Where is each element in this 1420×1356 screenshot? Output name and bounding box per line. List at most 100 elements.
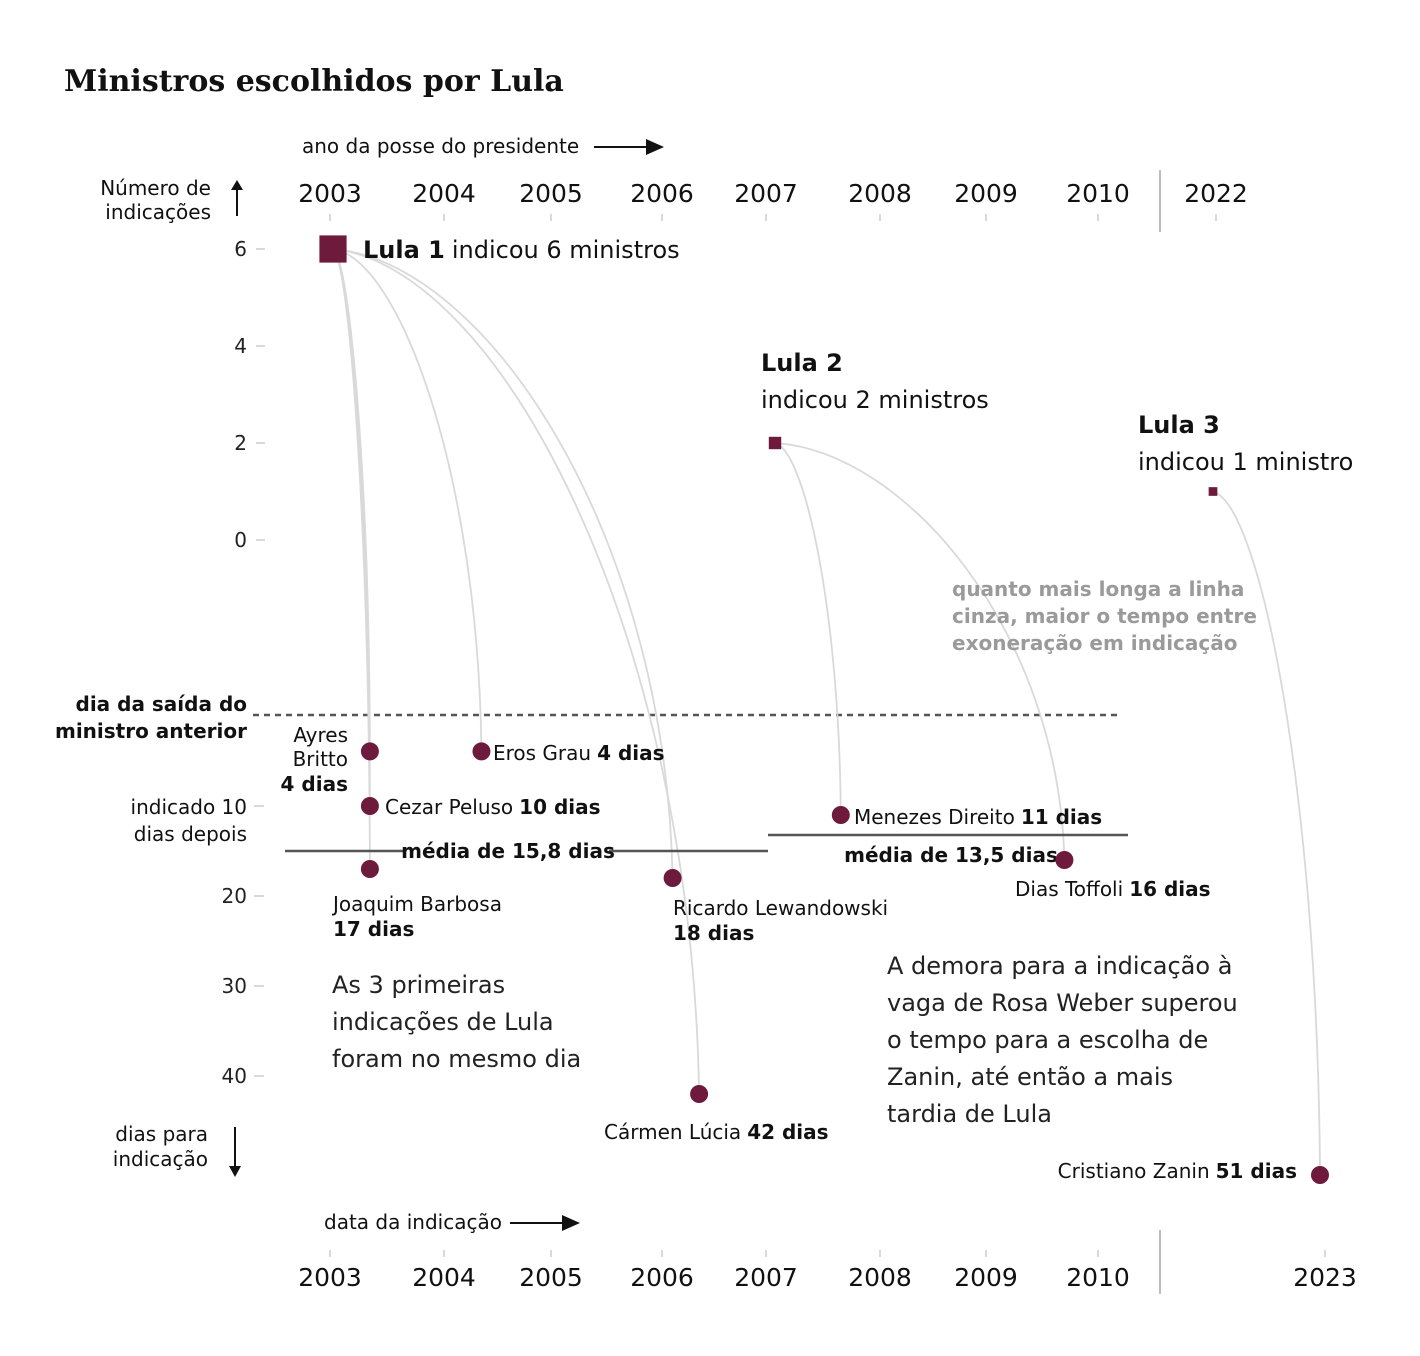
term-lula3-name: Lula 3 <box>1138 411 1220 439</box>
lower-tick-label-30: 30 <box>222 974 247 998</box>
presidency-marker-lula-1 <box>319 235 347 263</box>
lewandowski-name: Ricardo Lewandowski <box>673 896 888 920</box>
top-year-label-2009: 2009 <box>954 179 1018 208</box>
dot-menezes-direito <box>831 806 850 824</box>
upper-tick-label-4: 4 <box>234 334 247 358</box>
term-lula3-text: indicou 1 ministro <box>1138 448 1353 476</box>
term-lula2-text: indicou 2 ministros <box>761 386 989 414</box>
lower-axis-arrow-head <box>229 1166 241 1177</box>
lula1-note-3: foram no mesmo dia <box>332 1045 581 1073</box>
barbosa-name: Joaquim Barbosa <box>331 892 502 916</box>
connector-ricardo-lewandowski <box>332 248 674 879</box>
top-axis-years: 2003 2004 2005 2006 2007 2008 2009 2010 2022 <box>298 179 1248 221</box>
grey-note-2: cinza, maior o tempo entre <box>952 604 1257 628</box>
presidency-marker-lula-3 <box>1208 487 1218 496</box>
zanin-days: 51 dias <box>1216 1159 1297 1183</box>
connector-ayres-britto <box>332 248 371 752</box>
zanin-note-5: tardia de Lula <box>887 1100 1052 1128</box>
grey-note-3: exoneração em indicação <box>952 631 1238 655</box>
lower-axis-ticks: 20 30 40 <box>222 884 264 1088</box>
dot-ayres-britto <box>360 742 379 761</box>
bottom-year-label-2009: 2009 <box>954 1263 1018 1292</box>
bottom-year-label-2003: 2003 <box>298 1263 362 1292</box>
carmen-name: Cármen Lúcia <box>604 1120 741 1144</box>
zanin-note-3: o tempo para a escolha de <box>887 1026 1208 1054</box>
eros-name: Eros Grau <box>493 741 591 765</box>
carmen-days: 42 dias <box>747 1120 828 1144</box>
dot-eros-grau <box>472 742 491 761</box>
top-year-label-2003: 2003 <box>298 179 362 208</box>
tick-10-label-1: indicado 10 <box>131 795 247 819</box>
zanin-name: Cristiano Zanin <box>1058 1159 1210 1183</box>
top-year-label-2007: 2007 <box>734 179 798 208</box>
bottom-year-label-2023: 2023 <box>1293 1263 1357 1292</box>
lula1-note-1: As 3 primeiras <box>332 971 505 999</box>
connector-carmen-lucia <box>332 248 700 1095</box>
upper-tick-label-0: 0 <box>234 528 247 552</box>
dot-dias-toffoli <box>1055 851 1074 869</box>
connector-curves <box>332 248 1321 1176</box>
tick-10-label-2: dias depois <box>134 822 247 846</box>
term-lula1-label: Lula 1 indicou 6 ministros <box>363 236 680 264</box>
term-lula1-name: Lula 1 <box>363 236 445 264</box>
ayres-label-2: Britto <box>293 747 348 771</box>
presidency-marker-lula-2 <box>768 436 782 450</box>
bottom-year-label-2008: 2008 <box>848 1263 912 1292</box>
avg-label-lula2: média de 13,5 dias <box>844 843 1058 867</box>
dot-cezar-peluso <box>360 797 379 815</box>
menezes-label: Menezes Direito 11 dias <box>854 805 1102 829</box>
top-year-label-2022: 2022 <box>1184 179 1248 208</box>
presidency-markers <box>319 235 1218 496</box>
connector-menezes-direito <box>774 442 842 816</box>
bottom-year-label-2005: 2005 <box>519 1263 583 1292</box>
chart-title: Ministros escolhidos por Lula <box>64 64 564 99</box>
baseline-label-1: dia da saída do <box>76 692 248 716</box>
dot-carmen-lucia <box>690 1085 709 1103</box>
avg-label-lula1: média de 15,8 dias <box>401 839 615 863</box>
menezes-days: 11 dias <box>1021 805 1102 829</box>
menezes-name: Menezes Direito <box>854 805 1015 829</box>
bottom-axis-years: 2003 2004 2005 2006 2007 2008 2009 2010 2023 <box>298 1250 1357 1292</box>
bottom-year-label-2010: 2010 <box>1066 1263 1130 1292</box>
zanin-note-1: A demora para a indicação à <box>887 952 1232 980</box>
lower-tick-label-20: 20 <box>222 884 247 908</box>
ayres-label-1: Ayres <box>293 723 348 747</box>
lower-tick-label-40: 40 <box>222 1064 247 1088</box>
upper-axis-arrow-head <box>231 180 243 190</box>
dot-joaquim-barbosa <box>360 860 379 878</box>
eros-days: 4 dias <box>597 741 664 765</box>
zanin-label: Cristiano Zanin 51 dias <box>1058 1159 1297 1183</box>
upper-axis-label-2: indicações <box>105 200 211 224</box>
peluso-days: 10 dias <box>519 795 600 819</box>
zanin-note-2: vaga de Rosa Weber superou <box>887 989 1238 1017</box>
term-lula2-name: Lula 2 <box>761 349 843 377</box>
term-lula1-text: indicou 6 ministros <box>452 236 680 264</box>
connector-cristiano-zanin <box>1212 490 1321 1176</box>
eros-label: Eros Grau 4 dias <box>493 741 665 765</box>
connector-eros-grau <box>332 248 483 752</box>
dot-ricardo-lewandowski <box>663 869 682 887</box>
connector-joaquim-barbosa <box>332 248 371 870</box>
lula1-note-2: indicações de Lula <box>332 1008 554 1036</box>
bottom-year-label-2007: 2007 <box>734 1263 798 1292</box>
upper-axis-ticks: 6 4 2 0 <box>234 237 265 552</box>
top-year-label-2010: 2010 <box>1066 179 1130 208</box>
lower-axis-label-2: indicação <box>113 1147 208 1171</box>
toffoli-days: 16 dias <box>1129 877 1210 901</box>
top-year-label-2004: 2004 <box>412 179 476 208</box>
toffoli-label: Dias Toffoli 16 dias <box>1015 877 1211 901</box>
top-year-label-2005: 2005 <box>519 179 583 208</box>
zanin-note-4: Zanin, até então a mais <box>887 1063 1173 1091</box>
top-year-label-2008: 2008 <box>848 179 912 208</box>
top-axis-label: ano da posse do presidente <box>302 134 579 158</box>
lewandowski-days: 18 dias <box>673 921 754 945</box>
bottom-year-label-2006: 2006 <box>630 1263 694 1292</box>
top-year-label-2006: 2006 <box>630 179 694 208</box>
grey-note-1: quanto mais longa a linha <box>952 577 1244 601</box>
carmen-label: Cármen Lúcia 42 dias <box>604 1120 829 1144</box>
connector-dias-toffoli <box>774 442 1066 861</box>
upper-tick-label-2: 2 <box>234 431 247 455</box>
peluso-label: Cezar Peluso 10 dias <box>385 795 601 819</box>
peluso-name: Cezar Peluso <box>385 795 513 819</box>
lower-axis-label-1: dias para <box>115 1122 208 1146</box>
